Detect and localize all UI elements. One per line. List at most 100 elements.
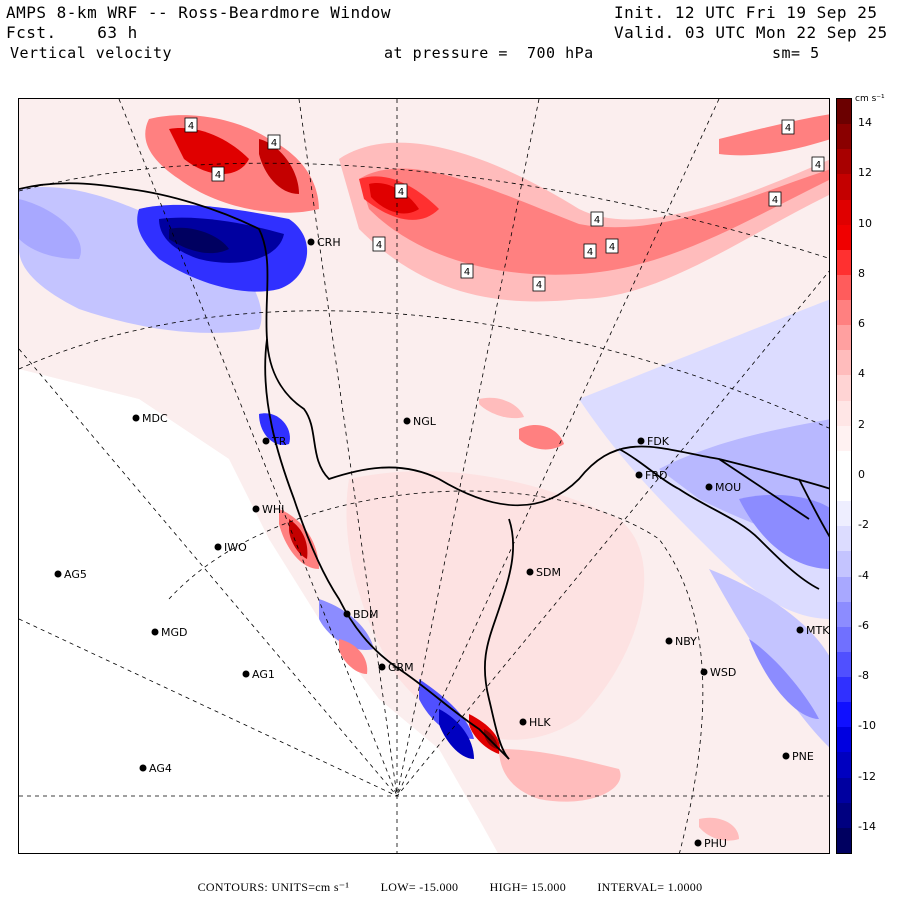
station-wsd: WSD [700,666,736,679]
station-label: BDM [353,608,379,621]
colorbar-segment [837,174,851,201]
max-marker: 4 [605,238,619,254]
colorbar-segment [837,601,851,628]
max-marker-label: 4 [587,247,593,258]
max-marker-label: 4 [594,215,600,226]
colorbar-tick-label: 14 [858,116,872,130]
ross-shelf-region [346,471,645,740]
max-marker-label: 4 [815,160,821,171]
colorbar-segment [837,300,851,326]
station-dot [151,628,159,636]
max-marker-label: 4 [376,240,382,251]
colorbar-tick-label: -14 [858,819,876,833]
station-label: NBY [675,635,697,648]
station-label: AG4 [149,762,172,775]
station-dot [519,718,527,726]
station-fdk: FDK [637,435,670,448]
station-label: MTK [806,624,830,637]
station-label: MOU [715,481,741,494]
colorbar-segment [837,526,851,552]
station-label: AG5 [64,568,87,581]
colorbar-tick-label: 10 [858,216,872,230]
station-nby: NBY [665,635,697,648]
station-dot [635,471,643,479]
max-marker: 4 [460,263,474,279]
station-label: CRH [317,236,341,249]
forecast-hour: Fcst. 63 h [6,23,138,42]
colorbar-segment [837,777,851,804]
contour-low: LOW= -15.000 [380,880,459,894]
station-dot [782,752,790,760]
contour-info: CONTOURS: UNITS=cm s⁻¹ LOW= -15.000 HIGH… [0,880,900,895]
colorbar-segment [837,576,851,603]
maxima-markers: 4 4 4 4 4 4 4 4 4 4 4 4 4 [184,117,825,292]
northwest-blue-region [19,187,262,333]
pressure-level: at pressure = 700 hPa [384,44,594,62]
colorbar-segment [837,626,851,653]
max-marker: 4 [583,243,597,259]
station-phu: PHU [694,837,727,850]
colorbar-tick-label: -8 [858,669,869,683]
station-frd: FRD [635,469,667,482]
colorbar-segment [837,325,851,351]
max-marker-label: 4 [772,195,778,206]
station-label: FDK [647,435,670,448]
colorbar-tick-label: 4 [858,367,865,381]
colorbar [836,98,852,854]
colorbar-segment [837,752,851,779]
colorbar-segment [837,501,851,527]
max-marker: 4 [394,183,408,199]
colorbar-segment [837,350,851,376]
station-sdm: SDM [526,566,561,579]
station-iwo: IWO [214,541,247,554]
station-dot [214,543,222,551]
station-grm: GRM [378,661,414,674]
max-marker-label: 4 [215,170,221,181]
max-marker: 4 [768,191,782,207]
max-marker-label: 4 [464,267,470,278]
station-mou: MOU [705,481,741,494]
valid-time: Valid. 03 UTC Mon 22 Sep 25 [614,23,888,42]
colorbar-segment [837,375,851,402]
station-label: NGL [413,415,437,428]
max-marker: 4 [811,156,825,172]
colorbar-segment [837,400,851,427]
max-marker-label: 4 [398,187,404,198]
colorbar-tick-label: -4 [858,568,869,582]
max-marker-label: 4 [536,280,542,291]
map-title: AMPS 8-km WRF -- Ross-Beardmore Window [6,3,392,22]
station-dot [796,626,804,634]
station-dot [307,238,315,246]
colorbar-segment [837,551,851,578]
max-marker-label: 4 [271,138,277,149]
colorbar-tick-label: 2 [858,417,865,431]
colorbar-segment [837,274,851,301]
station-label: GRM [388,661,414,674]
station-pne: PNE [782,750,814,763]
colorbar-segment [837,727,851,753]
station-dot [139,764,147,772]
colorbar-segment [837,827,851,854]
colorbar-tick-label: 8 [858,266,865,280]
smoothing-value: sm= 5 [772,44,820,62]
contour-units: CONTOURS: UNITS=cm s⁻¹ [197,880,350,894]
station-ngl: NGL [403,415,437,428]
station-dot [343,610,351,618]
station-ag1: AG1 [242,668,275,681]
colorbar-segment [837,476,851,502]
colorbar-units: cm s⁻¹ [855,94,885,104]
station-dot [526,568,534,576]
init-time: Init. 12 UTC Fri 19 Sep 25 [614,3,878,22]
station-bdm: BDM [343,608,379,621]
station-whi: WHI [252,503,284,516]
station-mtk: MTK [796,624,830,637]
colorbar-segment [837,702,851,728]
colorbar-segment [837,802,851,829]
station-dot [665,637,673,645]
station-dot [132,414,140,422]
station-dot [378,663,386,671]
max-marker-label: 4 [785,123,791,134]
station-tr: TR [262,435,287,448]
colorbar-tick-label: 6 [858,317,865,331]
station-dot [54,570,62,578]
